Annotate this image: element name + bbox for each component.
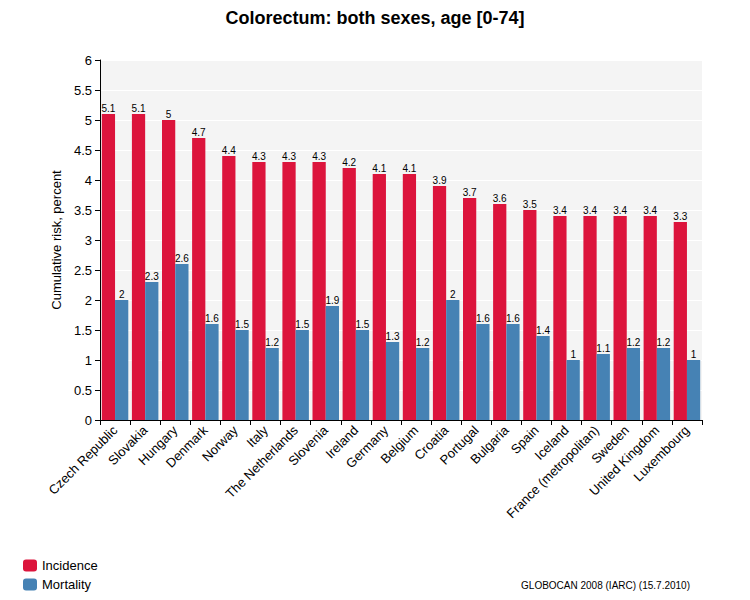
svg-text:Luxembourg: Luxembourg xyxy=(631,423,693,485)
svg-text:4.1: 4.1 xyxy=(372,163,386,174)
svg-text:3.4: 3.4 xyxy=(643,205,657,216)
svg-text:5.1: 5.1 xyxy=(132,103,146,114)
svg-text:Incidence: Incidence xyxy=(42,558,98,573)
svg-text:5: 5 xyxy=(166,109,172,120)
svg-text:3.6: 3.6 xyxy=(493,193,507,204)
svg-text:Ireland: Ireland xyxy=(322,422,362,462)
svg-text:1.6: 1.6 xyxy=(506,313,520,324)
svg-text:3.5: 3.5 xyxy=(523,199,537,210)
svg-text:2: 2 xyxy=(450,289,456,300)
svg-text:1.2: 1.2 xyxy=(657,337,671,348)
svg-text:1.5: 1.5 xyxy=(235,319,249,330)
svg-text:1: 1 xyxy=(570,349,576,360)
svg-text:1.2: 1.2 xyxy=(265,337,279,348)
svg-text:3.4: 3.4 xyxy=(553,205,567,216)
svg-text:France (metropolitan): France (metropolitan) xyxy=(504,423,602,521)
svg-text:Portugal: Portugal xyxy=(436,422,482,468)
svg-text:4.3: 4.3 xyxy=(312,151,326,162)
svg-text:Mortality: Mortality xyxy=(42,577,92,592)
svg-text:Cumulative risk, percent: Cumulative risk, percent xyxy=(49,170,64,310)
svg-text:3: 3 xyxy=(85,233,92,248)
svg-text:GLOBOCAN 2008 (IARC) (15.7.201: GLOBOCAN 2008 (IARC) (15.7.2010) xyxy=(521,580,690,591)
svg-text:1.5: 1.5 xyxy=(295,319,309,330)
svg-text:Slovakia: Slovakia xyxy=(105,422,151,468)
svg-text:1.9: 1.9 xyxy=(325,295,339,306)
svg-text:5.5: 5.5 xyxy=(74,83,92,98)
svg-text:1.5: 1.5 xyxy=(356,319,370,330)
svg-text:3.4: 3.4 xyxy=(613,205,627,216)
svg-text:Italy: Italy xyxy=(243,422,271,451)
svg-text:Denmark: Denmark xyxy=(163,422,211,470)
svg-text:1: 1 xyxy=(691,349,697,360)
svg-text:4: 4 xyxy=(85,173,92,188)
svg-text:1.5: 1.5 xyxy=(74,323,92,338)
svg-text:3.3: 3.3 xyxy=(673,211,687,222)
svg-text:2.5: 2.5 xyxy=(74,263,92,278)
svg-text:4.7: 4.7 xyxy=(192,127,206,138)
svg-text:1.6: 1.6 xyxy=(476,313,490,324)
svg-text:2: 2 xyxy=(85,293,92,308)
svg-text:4.1: 4.1 xyxy=(402,163,416,174)
svg-text:0.5: 0.5 xyxy=(74,383,92,398)
svg-text:Colorectum: both sexes, age [0: Colorectum: both sexes, age [0-74] xyxy=(225,8,524,28)
svg-text:1.2: 1.2 xyxy=(416,337,430,348)
svg-text:Bulgaria: Bulgaria xyxy=(467,422,512,467)
svg-text:2: 2 xyxy=(119,289,125,300)
svg-text:4.3: 4.3 xyxy=(282,151,296,162)
svg-text:0: 0 xyxy=(85,413,92,428)
svg-text:3.5: 3.5 xyxy=(74,203,92,218)
svg-text:Sweden: Sweden xyxy=(588,422,633,467)
svg-text:5: 5 xyxy=(85,113,92,128)
svg-text:Croatia: Croatia xyxy=(411,422,452,463)
svg-text:5.1: 5.1 xyxy=(101,103,115,114)
svg-text:1.2: 1.2 xyxy=(626,337,640,348)
svg-text:1.1: 1.1 xyxy=(596,343,610,354)
svg-text:Czech Republic: Czech Republic xyxy=(45,422,121,498)
svg-text:1.6: 1.6 xyxy=(205,313,219,324)
svg-text:2.3: 2.3 xyxy=(145,271,159,282)
svg-text:Hungary: Hungary xyxy=(135,422,181,468)
svg-text:3.7: 3.7 xyxy=(463,187,477,198)
svg-text:Norway: Norway xyxy=(199,422,241,464)
svg-text:The Netherlands: The Netherlands xyxy=(222,422,301,502)
svg-text:4.4: 4.4 xyxy=(222,145,236,156)
svg-text:2.6: 2.6 xyxy=(175,253,189,264)
svg-text:1.3: 1.3 xyxy=(386,331,400,342)
svg-text:3.9: 3.9 xyxy=(433,175,447,186)
svg-text:Spain: Spain xyxy=(507,422,542,457)
svg-text:4.3: 4.3 xyxy=(252,151,266,162)
svg-text:1: 1 xyxy=(85,353,92,368)
svg-text:3.4: 3.4 xyxy=(583,205,597,216)
svg-text:1.4: 1.4 xyxy=(536,325,550,336)
svg-text:United Kingdom: United Kingdom xyxy=(586,422,663,499)
svg-text:4.2: 4.2 xyxy=(342,157,356,168)
svg-text:6: 6 xyxy=(85,53,92,68)
svg-text:Iceland: Iceland xyxy=(531,422,572,463)
svg-text:4.5: 4.5 xyxy=(74,143,92,158)
svg-text:Belgium: Belgium xyxy=(378,423,422,467)
svg-text:Germany: Germany xyxy=(342,422,392,472)
svg-text:Slovenia: Slovenia xyxy=(285,422,331,468)
